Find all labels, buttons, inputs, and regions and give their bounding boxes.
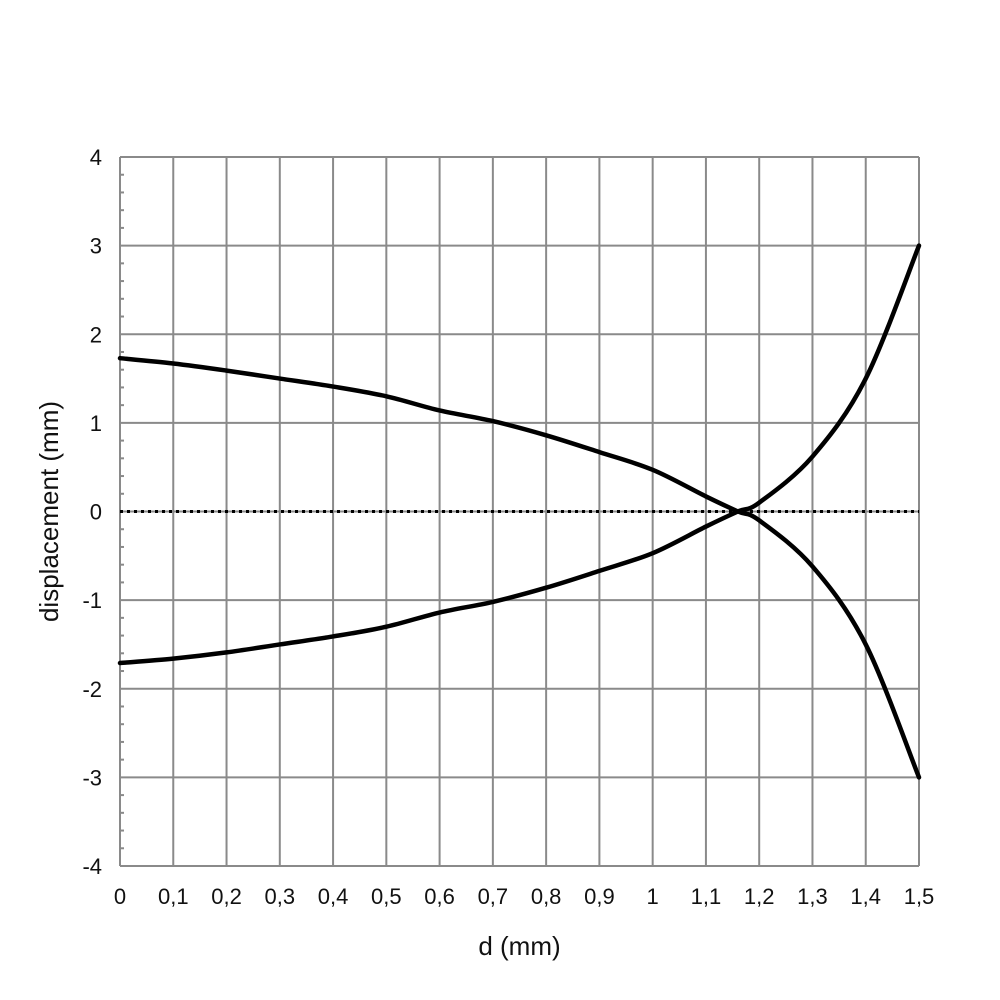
y-tick-label: -4 — [82, 854, 102, 879]
x-tick-label: 0,2 — [211, 884, 242, 909]
series-layer — [117, 243, 922, 780]
y-tick-label: -3 — [82, 765, 102, 790]
y-tick-label: -1 — [82, 588, 102, 613]
y-axis-title: displacement (mm) — [34, 401, 64, 622]
x-tick-label: 0,8 — [531, 884, 562, 909]
series-line-1 — [117, 355, 922, 780]
series-line-2 — [117, 243, 922, 666]
x-tick-label: 0,1 — [158, 884, 189, 909]
x-tick-label: 0 — [114, 884, 126, 909]
y-minor-ticks — [120, 173, 124, 850]
x-axis-title: d (mm) — [478, 931, 560, 961]
x-tick-label: 1,4 — [850, 884, 881, 909]
y-tick-labels: 4 3 2 1 0 -1 -2 -3 -4 — [82, 145, 102, 879]
y-tick-label: 0 — [90, 500, 102, 525]
x-tick-label: 1,3 — [797, 884, 828, 909]
x-tick-labels: 0 0,1 0,2 0,3 0,4 0,5 0,6 0,7 0,8 0,9 1 1,1 1,2 1,3 1,… — [114, 884, 934, 909]
x-tick-label: 0,4 — [318, 884, 349, 909]
y-tick-label: 1 — [90, 411, 102, 436]
x-tick-label: 0,5 — [371, 884, 402, 909]
x-tick-label: 1,5 — [904, 884, 935, 909]
x-tick-label: 1,1 — [691, 884, 722, 909]
x-tick-label: 0,7 — [478, 884, 509, 909]
y-tick-label: 4 — [90, 145, 102, 170]
x-tick-label: 1,2 — [744, 884, 775, 909]
x-tick-label: 0,9 — [584, 884, 615, 909]
y-tick-label: -2 — [82, 677, 102, 702]
y-tick-label: 3 — [90, 234, 102, 259]
y-tick-label: 2 — [90, 322, 102, 347]
x-tick-label: 1 — [647, 884, 659, 909]
x-tick-label: 0,3 — [265, 884, 296, 909]
x-tick-label: 0,6 — [424, 884, 455, 909]
